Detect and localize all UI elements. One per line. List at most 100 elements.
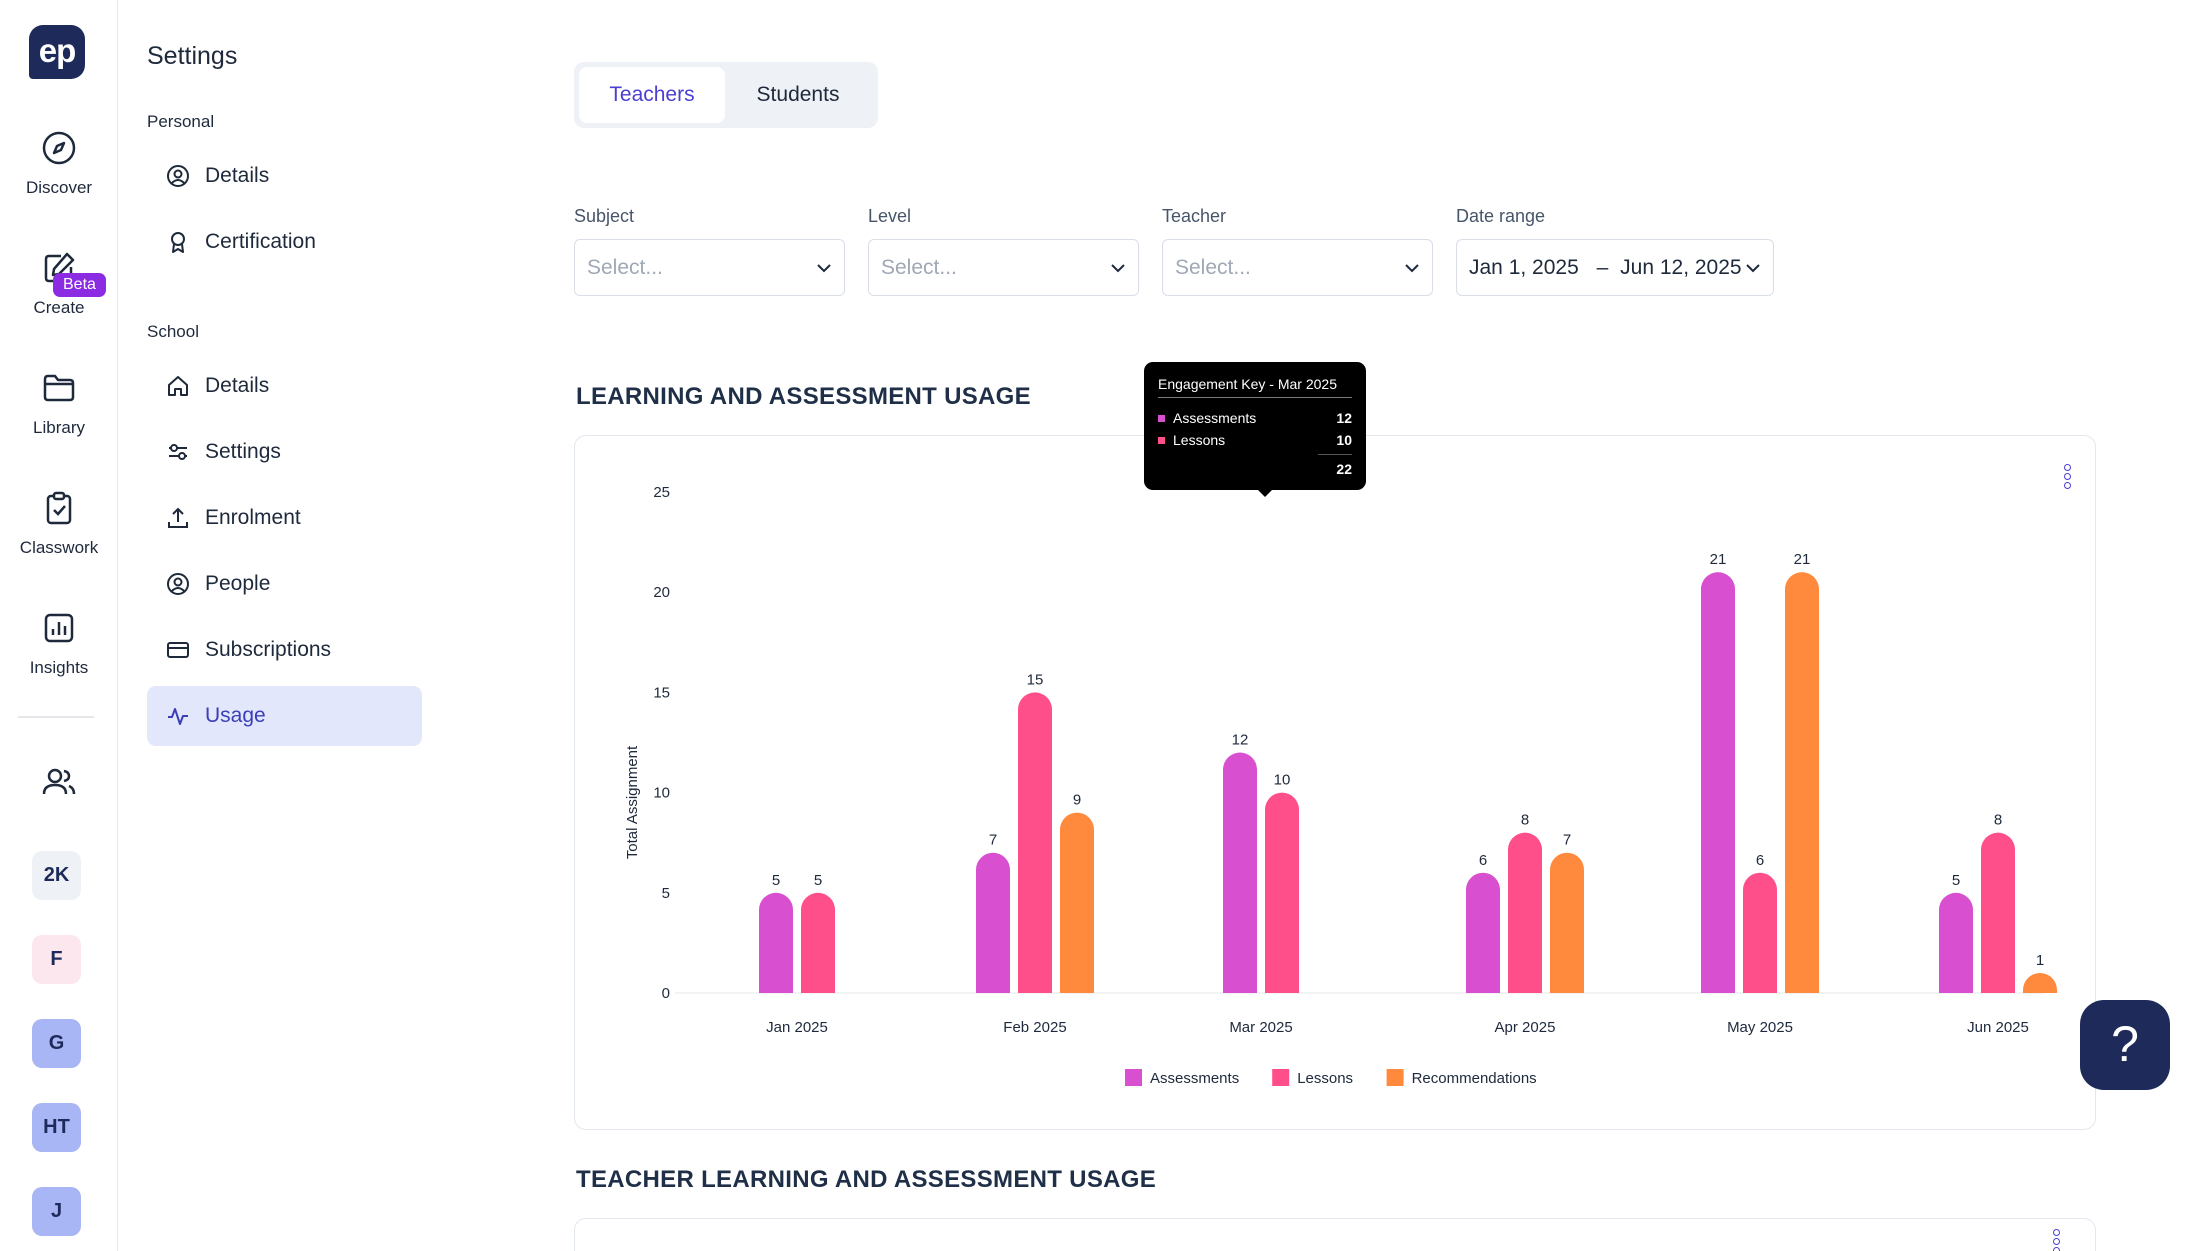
level-select[interactable]: Select... xyxy=(868,239,1139,296)
legend-swatch xyxy=(1386,1069,1404,1086)
nav-label: Enrolment xyxy=(205,506,301,529)
nav-people[interactable]: People xyxy=(147,554,422,614)
more-options-icon[interactable] xyxy=(2053,1229,2063,1251)
compass-icon xyxy=(42,131,76,165)
bar-assessments xyxy=(759,892,793,993)
bar-lessons xyxy=(1018,692,1052,993)
bar-value-label: 7 xyxy=(1563,832,1571,849)
tooltip-arrow xyxy=(1256,488,1274,497)
rail-item-insights[interactable]: Insights xyxy=(0,608,118,678)
beta-badge: Beta xyxy=(53,273,106,297)
nav-subscriptions[interactable]: Subscriptions xyxy=(147,620,422,680)
bar-assessments xyxy=(1466,872,1500,993)
subject-value: Select... xyxy=(587,255,663,279)
rail-item-library[interactable]: Library xyxy=(0,368,118,438)
home-icon xyxy=(168,376,188,396)
date-range-start: Jan 1, 2025 xyxy=(1469,255,1579,279)
settings-title: Settings xyxy=(147,42,238,70)
bar-value-label: 7 xyxy=(989,832,997,849)
nav-enrolment[interactable]: Enrolment xyxy=(147,488,422,548)
bar-lessons xyxy=(1981,832,2015,993)
level-value: Select... xyxy=(881,255,957,279)
nav-school-settings[interactable]: Settings xyxy=(147,422,422,482)
help-button[interactable]: ? xyxy=(2080,1000,2170,1090)
x-tick-label: Jun 2025 xyxy=(1967,1019,2029,1036)
users-icon xyxy=(42,768,76,795)
nav-school-details[interactable]: Details xyxy=(147,356,422,416)
nav-certification[interactable]: Certification xyxy=(147,212,422,272)
folder-icon xyxy=(43,374,75,402)
x-tick-label: Jan 2025 xyxy=(766,1019,828,1036)
app-logo[interactable]: ep xyxy=(29,25,85,79)
legend-label: Lessons xyxy=(1297,1070,1353,1087)
award-icon xyxy=(171,232,185,253)
bar-chart-icon xyxy=(44,613,74,643)
legend-swatch xyxy=(1125,1069,1142,1086)
y-tick-label: 5 xyxy=(662,885,670,902)
nav-usage[interactable]: Usage xyxy=(147,686,422,746)
teacher-value: Select... xyxy=(1175,255,1251,279)
bar-recommendations xyxy=(1785,572,1819,993)
nav-label: Certification xyxy=(205,230,316,253)
credit-card-icon xyxy=(167,642,189,658)
avatar[interactable]: J xyxy=(32,1187,81,1236)
chart-tooltip: Engagement Key - Mar 2025 Assessments 12… xyxy=(1144,362,1366,490)
bar-value-label: 21 xyxy=(1710,551,1727,568)
date-range-filter: Date range Jan 1, 2025 – Jun 12, 2025 xyxy=(1456,206,1774,296)
bar-value-label: 12 xyxy=(1232,732,1249,749)
nav-label: Details xyxy=(205,374,270,397)
avatar[interactable]: 2K xyxy=(32,851,81,900)
tooltip-row-value: 12 xyxy=(1336,410,1352,426)
subject-select[interactable]: Select... xyxy=(574,239,845,296)
avatar[interactable]: F xyxy=(32,935,81,984)
avatar[interactable]: G xyxy=(32,1019,81,1068)
rail-item-users[interactable] xyxy=(0,762,118,802)
tooltip-swatch xyxy=(1158,436,1165,444)
legend-label: Recommendations xyxy=(1412,1070,1537,1087)
x-tick-label: Apr 2025 xyxy=(1495,1019,1556,1036)
x-tick-label: Feb 2025 xyxy=(1003,1019,1066,1036)
date-range-picker[interactable]: Jan 1, 2025 – Jun 12, 2025 xyxy=(1456,239,1774,296)
bar-value-label: 21 xyxy=(1794,551,1811,568)
user-circle-icon xyxy=(167,165,189,187)
usage-chart-card: 0 5 10 15 20 25 Total Assignment 5 5 Jan 2025 7 15 9… xyxy=(574,435,2096,1130)
activity-icon xyxy=(168,708,188,725)
subject-label: Subject xyxy=(574,206,635,226)
tooltip-row: Lessons 10 xyxy=(1158,432,1352,448)
chevron-down-icon xyxy=(1405,263,1419,272)
bar-recommendations xyxy=(1060,812,1094,993)
avatar[interactable]: HT xyxy=(32,1103,81,1152)
rail-label: Discover xyxy=(25,178,93,197)
rail-label: Create xyxy=(33,298,85,317)
tab-students[interactable]: Students xyxy=(756,83,840,106)
teacher-usage-card xyxy=(574,1218,2096,1251)
y-tick-label: 25 xyxy=(653,484,670,501)
bar-recommendations xyxy=(1550,852,1584,993)
nav-label: Subscriptions xyxy=(205,638,332,661)
date-range-end: Jun 12, 2025 xyxy=(1620,255,1742,279)
y-tick-label: 20 xyxy=(653,584,670,601)
rail-divider xyxy=(18,716,94,718)
chevron-down-icon xyxy=(1111,263,1125,272)
section-label-school: School xyxy=(147,322,199,341)
user-circle-icon xyxy=(167,573,189,595)
tooltip-total: 22 xyxy=(1318,454,1352,477)
tab-teachers[interactable]: Teachers xyxy=(579,67,725,123)
bar-assessments xyxy=(1939,892,1973,993)
bar-recommendations xyxy=(2023,972,2057,993)
level-label: Level xyxy=(868,206,912,226)
app-rail: ep Discover Create Beta Library Classwor… xyxy=(0,0,118,1251)
more-options-icon[interactable] xyxy=(2064,464,2074,491)
rail-item-classwork[interactable]: Classwork xyxy=(0,488,118,558)
teacher-select[interactable]: Select... xyxy=(1162,239,1433,296)
bar-value-label: 6 xyxy=(1479,852,1487,869)
bar-lessons xyxy=(1265,792,1299,993)
bar-assessments xyxy=(1223,752,1257,993)
x-tick-label: May 2025 xyxy=(1727,1019,1793,1036)
y-tick-label: 10 xyxy=(653,785,670,802)
nav-personal-details[interactable]: Details xyxy=(147,146,422,206)
rail-item-discover[interactable]: Discover xyxy=(0,128,118,198)
nav-label: Usage xyxy=(205,704,266,727)
bar-value-label: 10 xyxy=(1274,772,1291,789)
nav-label: Settings xyxy=(205,440,281,463)
